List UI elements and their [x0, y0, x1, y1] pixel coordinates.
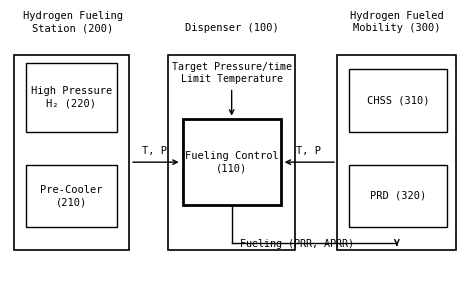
Bar	[14, 55, 129, 250]
Bar	[349, 69, 447, 132]
Text: Dispenser (100): Dispenser (100)	[185, 23, 278, 33]
Bar	[349, 165, 447, 227]
Text: High Pressure
H₂ (220): High Pressure H₂ (220)	[31, 86, 112, 109]
Bar	[168, 55, 295, 250]
Text: Target Pressure/time
Limit Temperature: Target Pressure/time Limit Temperature	[172, 62, 292, 84]
Text: Fueling (PRR, APRR): Fueling (PRR, APRR)	[240, 239, 354, 249]
Bar	[337, 55, 456, 250]
Text: T, P: T, P	[296, 146, 322, 156]
Bar	[183, 119, 281, 205]
Text: CHSS (310): CHSS (310)	[366, 96, 429, 105]
Text: Fueling Control
(110): Fueling Control (110)	[185, 151, 278, 173]
Text: T, P: T, P	[142, 146, 167, 156]
Text: Pre-Cooler
(210): Pre-Cooler (210)	[40, 185, 102, 207]
Text: PRD (320): PRD (320)	[370, 191, 426, 201]
Text: Hydrogen Fueling
Station (200): Hydrogen Fueling Station (200)	[22, 11, 123, 33]
Text: Hydrogen Fueled
Mobility (300): Hydrogen Fueled Mobility (300)	[350, 11, 444, 33]
Bar	[26, 63, 117, 132]
Bar	[26, 165, 117, 227]
